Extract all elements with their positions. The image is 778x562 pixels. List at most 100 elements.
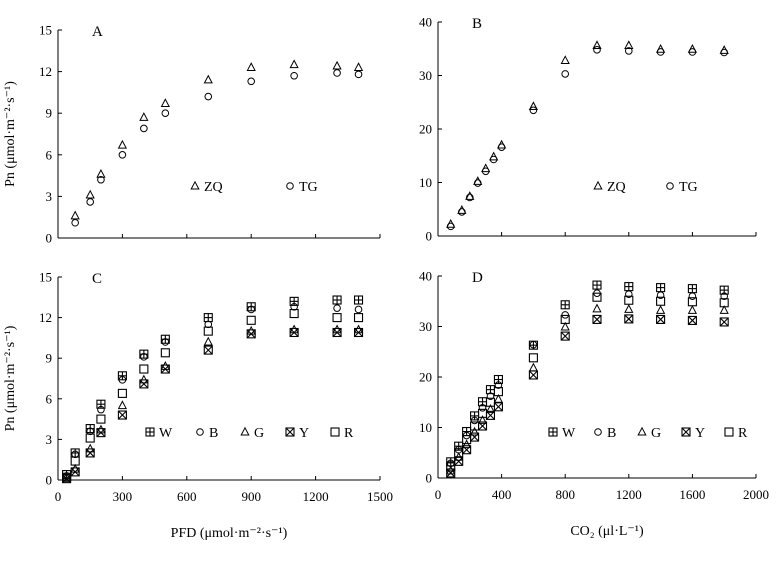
x-tick-label: 1200 bbox=[616, 487, 642, 502]
series-y bbox=[446, 314, 729, 478]
series-r bbox=[62, 308, 364, 482]
data-point bbox=[719, 305, 729, 314]
data-point bbox=[354, 305, 363, 314]
series-b bbox=[446, 289, 729, 468]
data-point bbox=[486, 392, 495, 400]
data-point bbox=[719, 45, 729, 54]
data-point bbox=[688, 292, 697, 301]
data-point bbox=[203, 345, 213, 355]
data-point bbox=[656, 314, 666, 324]
data-point bbox=[477, 408, 488, 418]
data-point bbox=[528, 362, 539, 372]
legend-marker bbox=[548, 427, 558, 437]
data-point bbox=[470, 432, 480, 442]
data-point bbox=[289, 308, 299, 319]
data-point bbox=[719, 298, 729, 308]
data-point bbox=[473, 176, 483, 185]
x-tick-label: 1500 bbox=[367, 489, 393, 504]
data-point bbox=[353, 313, 364, 323]
data-point bbox=[70, 467, 80, 477]
legend-marker bbox=[593, 180, 603, 190]
x-axis-label: CO₂ (μl·L⁻¹) bbox=[570, 524, 644, 539]
data-point bbox=[478, 404, 487, 412]
data-point bbox=[117, 139, 128, 149]
data-point bbox=[688, 48, 697, 56]
data-point bbox=[625, 47, 633, 55]
legend-marker bbox=[666, 182, 674, 190]
legend-item-w: W bbox=[145, 426, 173, 441]
series-w bbox=[446, 280, 729, 467]
x-tick-label: 1200 bbox=[303, 489, 329, 504]
data-point bbox=[624, 295, 634, 305]
data-point bbox=[333, 69, 341, 77]
x-tick-label: 2000 bbox=[743, 487, 769, 502]
series-r bbox=[446, 292, 729, 472]
data-point bbox=[70, 456, 80, 466]
legend-label: Y bbox=[299, 426, 309, 441]
data-point bbox=[470, 416, 479, 425]
data-point bbox=[117, 400, 128, 410]
data-point bbox=[462, 445, 472, 455]
legend-item-g: G bbox=[637, 426, 661, 441]
data-point bbox=[289, 296, 299, 306]
series-y bbox=[62, 327, 364, 484]
panel-b: 0 10 20 30 40 B ZQ TG bbox=[419, 15, 757, 244]
legend-marker bbox=[240, 426, 250, 436]
legend-label: W bbox=[562, 426, 576, 441]
data-point bbox=[497, 143, 506, 151]
panel-c: 0 3 6 9 12 15 0 300 600 900 1200 1500 C Pn (μmol·m⁻²·… bbox=[3, 270, 393, 542]
data-point bbox=[246, 315, 256, 325]
data-point bbox=[687, 315, 697, 325]
y-tick-label: 3 bbox=[46, 189, 53, 204]
data-point bbox=[473, 179, 482, 187]
data-point bbox=[203, 313, 213, 323]
legend-marker bbox=[285, 427, 295, 437]
data-point bbox=[353, 327, 364, 338]
data-point bbox=[560, 321, 570, 331]
data-point bbox=[289, 327, 299, 338]
data-point bbox=[139, 374, 149, 384]
data-point bbox=[97, 405, 105, 414]
y-tick-label: 6 bbox=[46, 147, 53, 162]
data-point bbox=[687, 297, 697, 307]
data-point bbox=[481, 167, 490, 176]
data-point bbox=[496, 139, 507, 149]
panel-a: 0 3 6 9 12 15 A Pn (μmol·m⁻²·s⁻¹) ZQ TG bbox=[3, 23, 381, 246]
y-tick-label: 12 bbox=[39, 310, 52, 325]
panel-label: A bbox=[92, 24, 103, 40]
data-point bbox=[96, 428, 106, 438]
data-point bbox=[454, 448, 464, 458]
y-tick-label: 10 bbox=[419, 175, 432, 190]
y-tick-label: 30 bbox=[419, 68, 432, 83]
data-point bbox=[203, 74, 213, 84]
data-point bbox=[96, 168, 106, 178]
data-point bbox=[117, 388, 127, 398]
data-point bbox=[204, 92, 213, 101]
data-point bbox=[139, 112, 149, 121]
data-point bbox=[117, 410, 127, 420]
legend-item-g: G bbox=[240, 426, 264, 441]
data-point bbox=[203, 326, 213, 336]
data-point bbox=[485, 404, 496, 413]
data-point bbox=[592, 303, 602, 313]
legend-label: G bbox=[254, 426, 264, 441]
y-tick-label: 40 bbox=[419, 15, 432, 30]
legend-label: TG bbox=[679, 180, 698, 195]
y-tick-label: 3 bbox=[46, 432, 53, 447]
data-point bbox=[592, 280, 602, 290]
y-tick-label: 15 bbox=[39, 270, 52, 285]
legend-item-tg: TG bbox=[666, 180, 698, 195]
data-point bbox=[446, 462, 456, 472]
data-point bbox=[489, 155, 498, 164]
legend-marker bbox=[286, 182, 294, 190]
data-point bbox=[96, 414, 106, 424]
legend-item-b: B bbox=[594, 426, 616, 441]
series-tg bbox=[446, 46, 729, 231]
y-tick-label: 30 bbox=[419, 319, 432, 334]
data-point bbox=[720, 292, 729, 301]
y-axis-label: Pn (μmol·m⁻²·s⁻¹) bbox=[3, 325, 18, 431]
data-point bbox=[560, 314, 570, 324]
legend-marker bbox=[594, 428, 602, 436]
data-point bbox=[458, 208, 466, 216]
